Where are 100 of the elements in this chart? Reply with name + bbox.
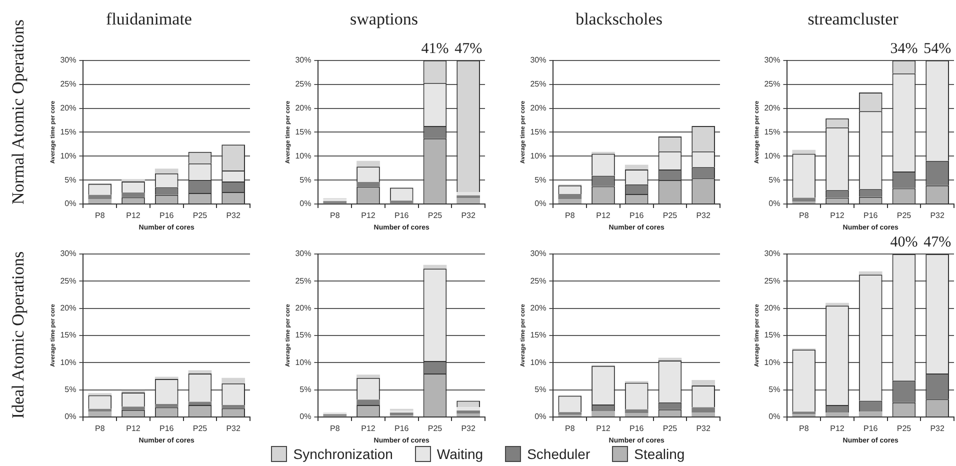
y-tick-label: 25% (530, 80, 546, 89)
x-tick-label: P25 (896, 211, 912, 220)
y-tick-label: 15% (530, 330, 546, 340)
x-tick-label: P25 (428, 211, 443, 220)
text: 47% (924, 234, 952, 250)
y-tick-label: 10% (764, 151, 780, 160)
x-tick-label: P12 (126, 211, 141, 220)
legend-label: Synchronization (293, 446, 393, 462)
x-tick-label: P12 (830, 211, 845, 220)
x-tick-label: P8 (94, 424, 106, 434)
text: 40% (890, 234, 918, 250)
y-tick-label: 10% (295, 151, 312, 160)
chart-title: swaptions (350, 10, 418, 29)
y-tick-label: 25% (530, 276, 546, 286)
y-tick-label: 0% (64, 412, 76, 422)
y-tick-label: 10% (60, 358, 76, 367)
y-tick-label: 25% (764, 80, 780, 89)
y-tick-label: 20% (530, 304, 546, 313)
x-tick-label: P8 (94, 211, 106, 220)
x-tick-label: P32 (930, 424, 945, 434)
y-tick-label: 0% (64, 199, 76, 208)
y-tick-label: 20% (295, 304, 312, 313)
x-tick-label: P25 (192, 424, 208, 434)
x-tick-label: P8 (798, 211, 810, 220)
y-tick-label: 10% (60, 151, 76, 160)
y-tick-label: 20% (764, 103, 780, 112)
y-tick-label: 5% (64, 385, 76, 394)
x-tick-label: P25 (662, 424, 678, 434)
x-tick-label: P16 (863, 211, 878, 220)
y-tick-label: 10% (764, 358, 780, 367)
y-tick-label: 30% (764, 249, 780, 258)
x-tick-label: P8 (564, 424, 576, 434)
x-tick-label: P8 (564, 211, 576, 220)
y-tick-label: 20% (764, 304, 780, 313)
y-tick-label: 30% (530, 56, 546, 65)
y-tick-label: 15% (295, 330, 312, 340)
y-tick-label: 25% (60, 80, 76, 89)
y-tick-label: 30% (60, 249, 76, 258)
legend-label: Stealing (634, 446, 685, 462)
y-tick-label: 15% (764, 127, 780, 136)
x-tick-label: P32 (226, 424, 241, 434)
x-tick-label: P32 (461, 211, 476, 220)
x-tick-label: P12 (830, 424, 845, 434)
x-tick-label: P16 (629, 424, 644, 434)
y-tick-label: 10% (295, 358, 312, 367)
y-tick-label: 30% (764, 56, 780, 65)
text: 54% (924, 40, 952, 57)
y-tick-label: 0% (768, 199, 780, 208)
y-tick-label: 25% (764, 276, 780, 286)
x-tick-label: P12 (361, 424, 376, 434)
x-tick-label: P25 (428, 424, 443, 434)
text: 41% (421, 40, 449, 57)
y-tick-label: 30% (295, 249, 312, 258)
x-tick-label: P32 (226, 211, 241, 220)
x-tick-label: P16 (159, 424, 174, 434)
y-tick-label: 25% (295, 80, 312, 89)
y-tick-label: 5% (300, 385, 312, 394)
y-tick-label: 15% (530, 127, 546, 136)
x-tick-label: P32 (930, 211, 945, 220)
y-tick-label: 5% (534, 385, 546, 394)
y-tick-label: 15% (60, 127, 76, 136)
x-tick-label: P32 (696, 424, 711, 434)
x-tick-label: P12 (596, 211, 611, 220)
x-tick-label: P12 (361, 211, 376, 220)
x-tick-label: P32 (461, 424, 476, 434)
y-tick-label: 5% (768, 385, 780, 394)
x-tick-label: P25 (662, 211, 678, 220)
y-tick-label: 0% (768, 412, 780, 422)
chart-title: blackscholes (576, 10, 662, 29)
y-tick-label: 10% (530, 358, 546, 367)
legend-label: Waiting (436, 446, 484, 462)
y-tick-label: 20% (295, 103, 312, 112)
x-tick-label: P12 (126, 424, 141, 434)
y-tick-label: 30% (530, 249, 546, 258)
y-tick-label: 30% (60, 56, 76, 65)
x-tick-label: P25 (896, 424, 912, 434)
y-tick-label: 10% (530, 151, 546, 160)
x-tick-label: P16 (629, 211, 644, 220)
y-tick-label: 25% (60, 276, 76, 286)
x-tick-label: P8 (798, 424, 810, 434)
x-tick-label: P12 (596, 424, 611, 434)
text: Normal Atomic Operations (8, 19, 28, 205)
chart-title: streamcluster (808, 10, 899, 29)
x-tick-label: P16 (394, 211, 410, 220)
x-tick-label: P16 (159, 211, 174, 220)
y-tick-label: 30% (295, 56, 312, 65)
chart-title: fluidanimate (106, 10, 192, 29)
y-tick-label: 0% (300, 199, 312, 208)
y-tick-label: 5% (534, 175, 546, 184)
y-tick-label: 5% (768, 175, 780, 184)
y-tick-label: 15% (60, 330, 76, 340)
y-tick-label: 25% (295, 276, 312, 286)
y-tick-label: 20% (60, 103, 76, 112)
x-tick-label: P8 (330, 211, 340, 220)
y-tick-label: 0% (534, 199, 546, 208)
y-tick-label: 20% (60, 304, 76, 313)
x-tick-label: P16 (863, 424, 878, 434)
x-tick-label: P25 (192, 211, 208, 220)
y-tick-label: 15% (295, 127, 312, 136)
y-tick-label: 20% (530, 103, 546, 112)
